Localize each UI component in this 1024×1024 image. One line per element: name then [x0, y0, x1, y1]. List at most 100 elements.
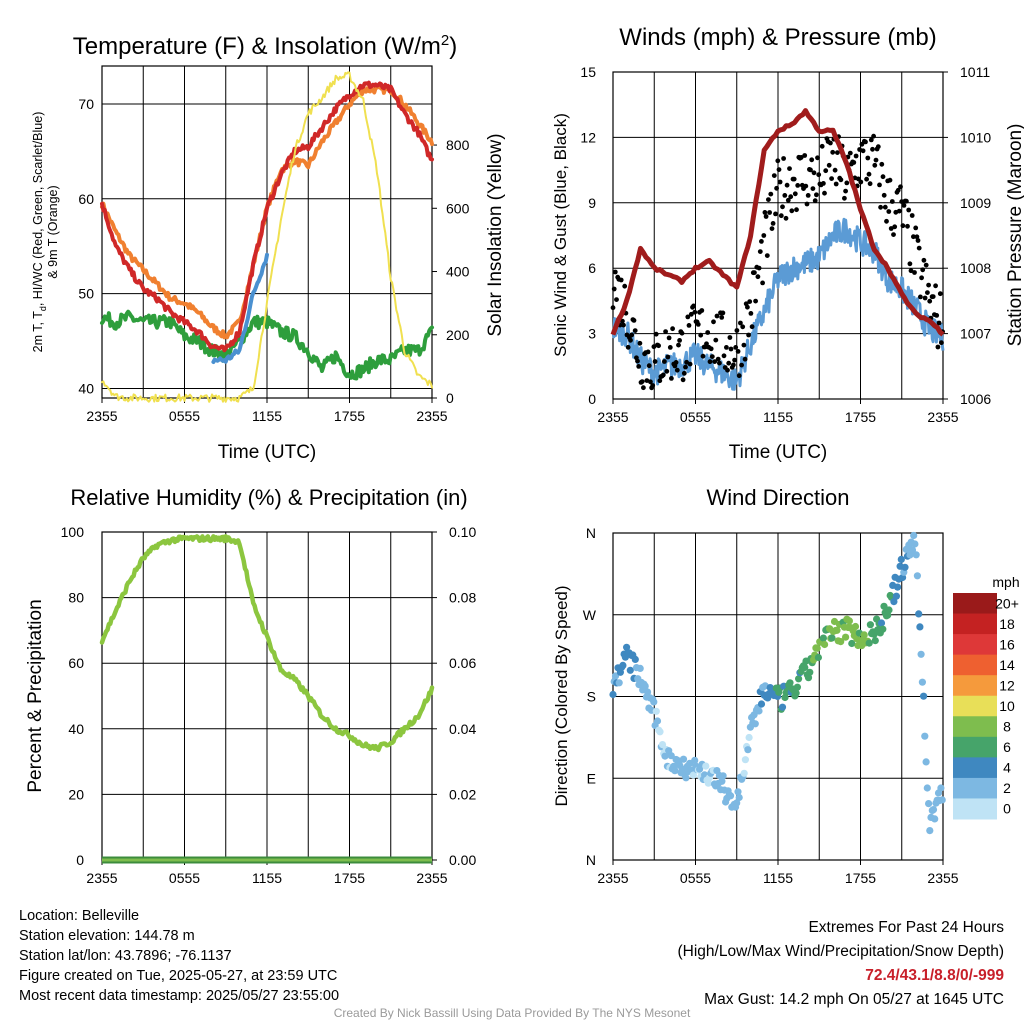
gust-point	[822, 190, 827, 196]
direction-point	[821, 640, 829, 649]
colorbar-swatch	[953, 736, 997, 758]
gust-point	[662, 359, 667, 364]
y-tick-label: N	[586, 525, 596, 541]
gust-point	[720, 310, 726, 316]
y-tick-label: 9	[588, 195, 596, 211]
gust-point	[731, 362, 736, 368]
chart-title: Temperature (F) & Insolation (W/m2)	[73, 32, 457, 60]
y-axis-label: 2m T, Td, HI/WC (Red, Green, Scarlet/Blu…	[31, 112, 48, 353]
humidity-chart: 2355 0555 1155 1755 23550204060801000.000.02…	[25, 485, 476, 886]
gust-point	[631, 318, 637, 323]
gust-point	[930, 294, 936, 299]
x-tick-label: 0555	[169, 870, 200, 886]
series-line	[101, 71, 433, 403]
x-tick-label: 1755	[845, 870, 876, 886]
gust-point	[794, 207, 799, 213]
direction-point	[615, 679, 623, 687]
y2-tick-label: 800	[446, 137, 470, 153]
direction-point	[611, 672, 620, 680]
gust-point	[847, 150, 853, 156]
gust-point	[764, 253, 770, 258]
y-tick-label: 60	[78, 191, 94, 207]
gust-point	[788, 194, 794, 200]
gust-point	[721, 353, 727, 359]
gust-point	[770, 221, 776, 226]
station-info: Location: Belleville Station elevation: …	[19, 906, 339, 1006]
gust-point	[708, 346, 714, 352]
direction-point	[913, 572, 922, 580]
y-tick-label: 15	[580, 64, 596, 80]
direction-point	[641, 682, 649, 690]
gust-point	[652, 359, 658, 364]
gust-point	[664, 368, 670, 374]
y2-tick-label: 0.00	[449, 852, 476, 868]
gust-point	[887, 177, 893, 183]
direction-point	[679, 755, 688, 763]
gust-point	[835, 150, 840, 156]
gust-point	[761, 233, 767, 238]
direction-point	[792, 689, 800, 697]
chart-title: Winds (mph) & Pressure (mb)	[619, 24, 936, 51]
gust-point	[877, 182, 882, 188]
gust-point	[892, 224, 898, 230]
gust-point	[843, 188, 848, 194]
gust-point	[768, 191, 774, 197]
gust-point	[610, 305, 616, 311]
gust-point	[698, 332, 704, 338]
colorbar-label: 4	[1003, 760, 1011, 776]
x-tick-label: 1155	[252, 870, 282, 886]
direction-point	[901, 563, 909, 571]
gust-point	[757, 249, 763, 255]
direction-point	[819, 634, 828, 642]
gust-point	[789, 208, 795, 214]
colorbar-title: mph	[992, 574, 1019, 590]
gust-point	[921, 257, 927, 263]
direction-point	[879, 625, 887, 633]
series-line	[100, 309, 434, 381]
elevation-text: Station elevation: 144.78 m	[19, 928, 195, 944]
x-tick-label: 0555	[680, 870, 711, 886]
gust-point	[922, 295, 928, 301]
gust-point	[823, 168, 829, 174]
direction-point	[833, 626, 841, 634]
gust-point	[676, 342, 681, 348]
gust-point	[773, 211, 778, 217]
direction-point	[652, 707, 660, 715]
gust-point	[866, 171, 872, 177]
gust-point	[927, 298, 933, 304]
y2-tick-label: 1008	[960, 260, 991, 276]
location-text: Location: Belleville	[19, 908, 140, 924]
gust-point	[657, 378, 663, 384]
direction-point	[894, 583, 902, 591]
pressure-line	[610, 108, 945, 337]
gust-point	[937, 291, 943, 297]
direction-point	[925, 800, 933, 808]
gust-point	[653, 331, 659, 337]
gust-point	[748, 311, 754, 316]
gust-point	[612, 269, 618, 275]
gust-point	[705, 330, 711, 335]
direction-point	[704, 779, 712, 787]
gust-point	[677, 338, 682, 343]
direction-point	[814, 653, 823, 662]
direction-point	[922, 758, 930, 766]
colorbar-swatch	[953, 634, 997, 656]
colorbar-swatch	[953, 716, 997, 738]
gust-point	[918, 294, 923, 300]
gust-point	[681, 370, 687, 376]
y2-tick-label: 0.02	[449, 786, 476, 802]
direction-point	[866, 621, 875, 629]
gust-point	[812, 198, 818, 204]
y-tick-label: 0	[76, 852, 84, 868]
colorbar-label: 10	[999, 698, 1015, 714]
direction-point	[917, 650, 925, 658]
gust-point	[622, 283, 628, 289]
gust-point	[781, 156, 786, 161]
gust-point	[733, 345, 739, 350]
gust-point	[717, 360, 722, 366]
y-tick-label: 50	[78, 286, 94, 302]
gust-point	[805, 193, 811, 198]
direction-point	[920, 692, 928, 700]
y2-axis-label: Station Pressure (Maroon)	[1005, 124, 1024, 347]
